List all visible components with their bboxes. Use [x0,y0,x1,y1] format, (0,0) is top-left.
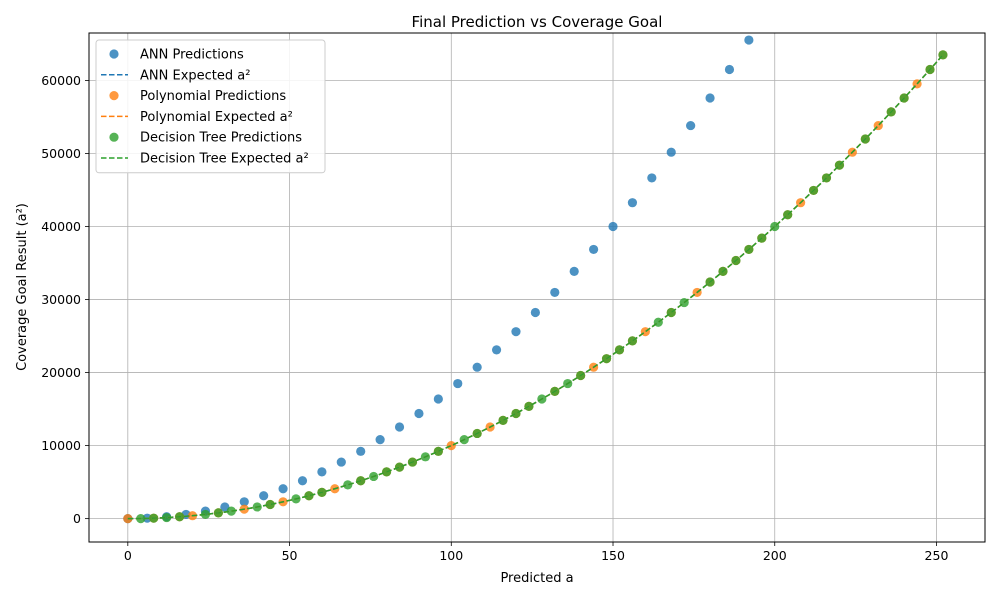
decision-tree-predictions-point [614,345,625,355]
ann-predictions-point [317,467,327,477]
legend-entry: Polynomial Expected a² [140,110,293,125]
ann-predictions-point [666,147,676,157]
ann-predictions-point [511,327,521,337]
x-tick-label: 50 [282,548,298,563]
decision-tree-predictions-point [226,506,236,516]
ann-predictions-point [297,476,308,486]
legend-entry: Decision Tree Predictions [140,131,302,146]
decision-tree-predictions-point [304,491,314,501]
y-axis-label: Coverage Goal Result (a²) [15,203,30,371]
x-tick-label: 0 [124,548,132,563]
legend-entry: Polynomial Predictions [140,89,286,104]
decision-tree-predictions-point [394,462,405,472]
x-tick-label: 150 [601,548,625,563]
grid-layer [89,33,985,542]
ann-predictions-point [686,120,696,131]
y-tick-label: 50000 [41,146,81,161]
decision-tree-predictions-point [343,480,353,490]
ann-predictions-point [394,422,405,432]
legend: ANN Predictions ANN Expected a² Polynomial… [95,39,326,174]
decision-tree-predictions-point [433,446,443,456]
legend-marker [109,91,119,101]
decision-tree-predictions-point [511,408,521,419]
ann-predictions-point [589,244,599,255]
ann-predictions-point [433,394,443,404]
ann-predictions-point [705,93,715,103]
decision-tree-predictions-point [265,499,275,510]
x-axis-label: Predicted a [500,571,573,586]
ann-predictions-point [647,173,657,183]
data-layer [123,35,948,524]
y-tick-label: 10000 [41,438,81,453]
ann-predictions-point [744,35,754,45]
legend-entry: ANN Predictions [140,48,244,63]
ann-predictions-point [569,266,579,276]
y-tick-label: 40000 [41,219,81,234]
y-tick-label: 60000 [41,73,81,88]
decision-tree-predictions-point [498,415,508,425]
y-tick-label: 0 [73,511,81,526]
ann-predictions-point [336,457,346,467]
ann-predictions-point [414,408,424,419]
ann-predictions-point [453,378,463,389]
ann-predictions-point [259,491,269,501]
polynomial-predictions-point [123,514,133,524]
ann-predictions-point [608,221,618,232]
polynomial-predictions-point [446,441,456,451]
tick-layer: 0 50 100 150 200 250 0 10000 20000 30000 40000 5000… [41,73,948,563]
decision-tree-predictions-point [200,509,211,520]
x-tick-label: 100 [439,548,463,563]
ann-predictions-point [278,484,288,494]
plot-frame [88,32,986,543]
ann-predictions-point [627,198,638,208]
legend-entry: Decision Tree Expected a² [140,152,309,167]
decision-tree-expected-a-line [127,54,944,520]
ann-predictions-point [530,307,540,318]
ann-predictions-point [472,362,482,372]
x-tick-label: 250 [925,548,949,563]
chart-title: Final Prediction vs Coverage Goal [412,13,663,31]
ann-predictions-point [550,287,560,298]
ann-predictions-point [491,345,502,355]
legend-marker [109,49,119,59]
ann-predictions-point [375,435,385,445]
ann-predictions-point [239,497,249,507]
y-tick-label: 20000 [41,365,81,380]
decision-tree-predictions-point [627,336,638,346]
x-tick-label: 200 [763,548,787,563]
ann-predictions-point [724,64,735,75]
ann-predictions-point [356,446,366,456]
legend-marker [109,132,119,142]
legend-box [95,39,326,174]
legend-entry: ANN Expected a² [140,68,250,83]
decision-tree-predictions-point [162,512,172,523]
y-tick-label: 30000 [41,292,81,307]
